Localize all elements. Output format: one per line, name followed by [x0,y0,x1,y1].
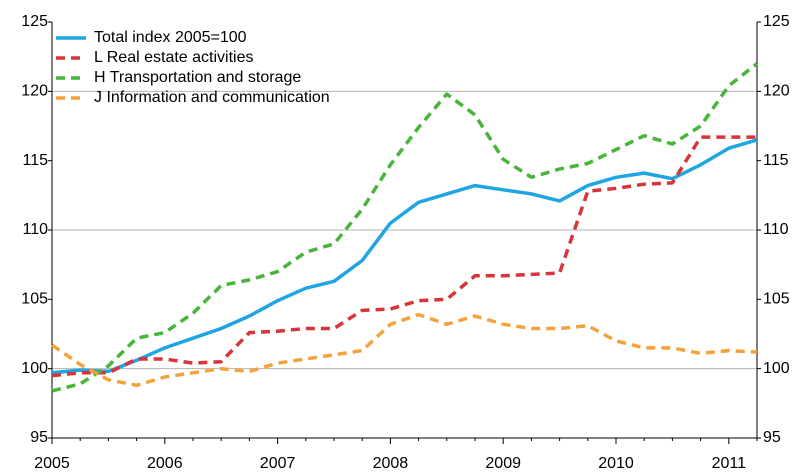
y2-tick-label: 110 [763,221,789,238]
y-tick-label: 115 [22,152,48,169]
x-tick-label: 2006 [147,455,183,472]
x-tick-label: 2007 [260,455,296,472]
y2-tick-label: 100 [763,360,790,377]
legend-label: J Information and communication [94,89,330,106]
y-tick-label: 95 [30,429,48,446]
y-tick-label: 110 [22,221,48,238]
legend-label: L Real estate activities [94,49,253,66]
x-tick-label: 2011 [712,455,747,472]
y2-tick-label: 105 [763,291,790,308]
x-tick-label: 2005 [34,455,70,472]
y-tick-label: 105 [21,291,48,308]
y-tick-label: 120 [21,83,48,100]
legend-label: Total index 2005=100 [94,29,247,46]
y2-tick-label: 95 [763,429,781,446]
y2-tick-label: 115 [763,152,789,169]
series-line [51,62,759,393]
y-tick-label: 100 [21,360,48,377]
y-tick-label: 125 [21,13,48,30]
series-line [51,312,758,388]
x-tick-label: 2010 [598,455,634,472]
y2-tick-label: 125 [763,13,790,30]
x-tick-label: 2008 [373,455,409,472]
series-line [51,138,758,375]
series-line [51,135,757,378]
x-tick-label: 2009 [485,455,521,472]
legend-label: H Transportation and storage [94,69,301,86]
y2-tick-label: 120 [763,83,790,100]
